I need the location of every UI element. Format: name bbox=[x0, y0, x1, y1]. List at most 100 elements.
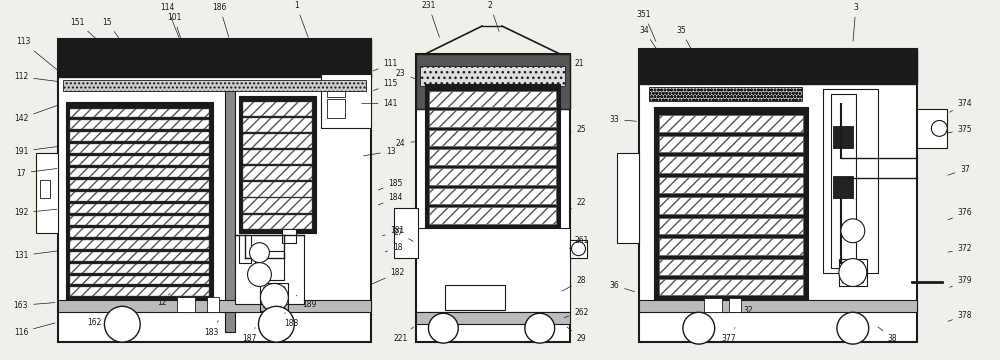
Bar bbox=[429, 110, 556, 127]
Text: 131: 131 bbox=[14, 251, 57, 260]
Bar bbox=[416, 54, 570, 342]
Bar bbox=[429, 168, 556, 185]
Text: 192: 192 bbox=[14, 208, 57, 217]
Bar bbox=[70, 204, 209, 213]
Circle shape bbox=[525, 313, 555, 343]
Text: 221: 221 bbox=[393, 327, 413, 343]
Text: 28: 28 bbox=[562, 276, 586, 291]
Text: 32: 32 bbox=[744, 301, 755, 315]
Bar bbox=[70, 132, 209, 141]
Bar bbox=[833, 176, 853, 198]
Text: 377: 377 bbox=[721, 328, 736, 343]
Text: 116: 116 bbox=[14, 323, 55, 337]
Text: 1: 1 bbox=[294, 1, 308, 37]
Bar bbox=[70, 192, 209, 201]
Bar bbox=[429, 149, 556, 166]
Circle shape bbox=[260, 283, 288, 311]
Bar bbox=[416, 228, 570, 312]
Text: 111: 111 bbox=[373, 59, 398, 71]
Text: 181: 181 bbox=[383, 226, 405, 236]
Bar bbox=[243, 102, 312, 116]
Text: 15: 15 bbox=[103, 18, 119, 38]
Bar bbox=[58, 300, 371, 312]
Text: 141: 141 bbox=[362, 99, 398, 108]
Bar bbox=[70, 156, 209, 165]
Text: 113: 113 bbox=[16, 37, 58, 70]
Bar bbox=[420, 66, 565, 86]
Bar bbox=[243, 182, 312, 197]
Text: 376: 376 bbox=[948, 208, 972, 220]
Circle shape bbox=[572, 242, 585, 256]
Bar bbox=[639, 49, 917, 84]
Bar bbox=[207, 297, 219, 312]
Bar bbox=[66, 102, 213, 300]
Bar bbox=[70, 216, 209, 225]
Text: 101: 101 bbox=[167, 13, 183, 46]
Text: 18: 18 bbox=[385, 243, 402, 252]
Bar bbox=[659, 238, 803, 255]
Text: 182: 182 bbox=[371, 268, 405, 284]
Bar bbox=[394, 208, 418, 258]
Text: 38: 38 bbox=[878, 327, 897, 343]
Bar bbox=[327, 99, 345, 118]
Bar bbox=[260, 283, 288, 311]
Bar bbox=[823, 89, 878, 273]
Bar bbox=[659, 258, 803, 275]
Bar bbox=[917, 108, 947, 148]
Text: 151: 151 bbox=[70, 18, 95, 38]
Text: 185: 185 bbox=[378, 179, 403, 190]
Circle shape bbox=[250, 243, 269, 262]
Bar bbox=[416, 54, 570, 108]
Bar bbox=[659, 218, 803, 234]
Bar bbox=[833, 126, 853, 148]
Text: 3: 3 bbox=[853, 3, 858, 41]
Bar bbox=[63, 80, 366, 91]
Text: 163: 163 bbox=[14, 301, 55, 310]
Bar bbox=[570, 240, 587, 258]
Circle shape bbox=[428, 313, 458, 343]
Bar bbox=[243, 150, 312, 164]
Text: 378: 378 bbox=[948, 311, 972, 321]
Text: 374: 374 bbox=[950, 99, 972, 112]
Text: 142: 142 bbox=[14, 105, 57, 123]
Circle shape bbox=[683, 312, 715, 344]
Bar bbox=[429, 207, 556, 224]
Text: 27: 27 bbox=[394, 228, 413, 241]
Text: 25: 25 bbox=[570, 125, 586, 134]
Bar bbox=[429, 188, 556, 204]
Text: 29: 29 bbox=[567, 327, 586, 343]
Text: 372: 372 bbox=[948, 244, 972, 253]
Text: 17: 17 bbox=[16, 168, 57, 177]
Bar bbox=[70, 180, 209, 189]
Text: 189: 189 bbox=[296, 296, 316, 309]
Text: 184: 184 bbox=[378, 193, 403, 205]
Text: 37: 37 bbox=[948, 165, 970, 175]
Text: 36: 36 bbox=[609, 281, 635, 292]
Text: 2: 2 bbox=[488, 1, 499, 31]
Bar bbox=[831, 94, 856, 267]
Text: 186: 186 bbox=[213, 3, 229, 37]
Bar bbox=[321, 74, 371, 129]
Bar bbox=[235, 235, 304, 304]
Text: 162: 162 bbox=[87, 312, 102, 327]
Bar bbox=[639, 300, 917, 312]
Text: 13: 13 bbox=[364, 147, 395, 156]
Circle shape bbox=[837, 312, 869, 344]
Bar bbox=[58, 39, 371, 342]
Bar bbox=[239, 235, 251, 262]
Bar bbox=[649, 87, 802, 100]
Text: 115: 115 bbox=[373, 79, 398, 91]
Circle shape bbox=[258, 306, 294, 342]
Text: 114: 114 bbox=[160, 3, 179, 37]
Bar bbox=[70, 121, 209, 129]
Text: 31: 31 bbox=[880, 57, 897, 66]
Text: 23: 23 bbox=[396, 69, 416, 79]
Bar bbox=[617, 153, 639, 243]
Bar bbox=[729, 298, 741, 312]
Bar bbox=[654, 107, 808, 300]
Bar bbox=[659, 197, 803, 214]
Bar bbox=[70, 264, 209, 273]
Bar bbox=[243, 166, 312, 180]
Bar bbox=[429, 91, 556, 107]
Bar bbox=[70, 144, 209, 153]
